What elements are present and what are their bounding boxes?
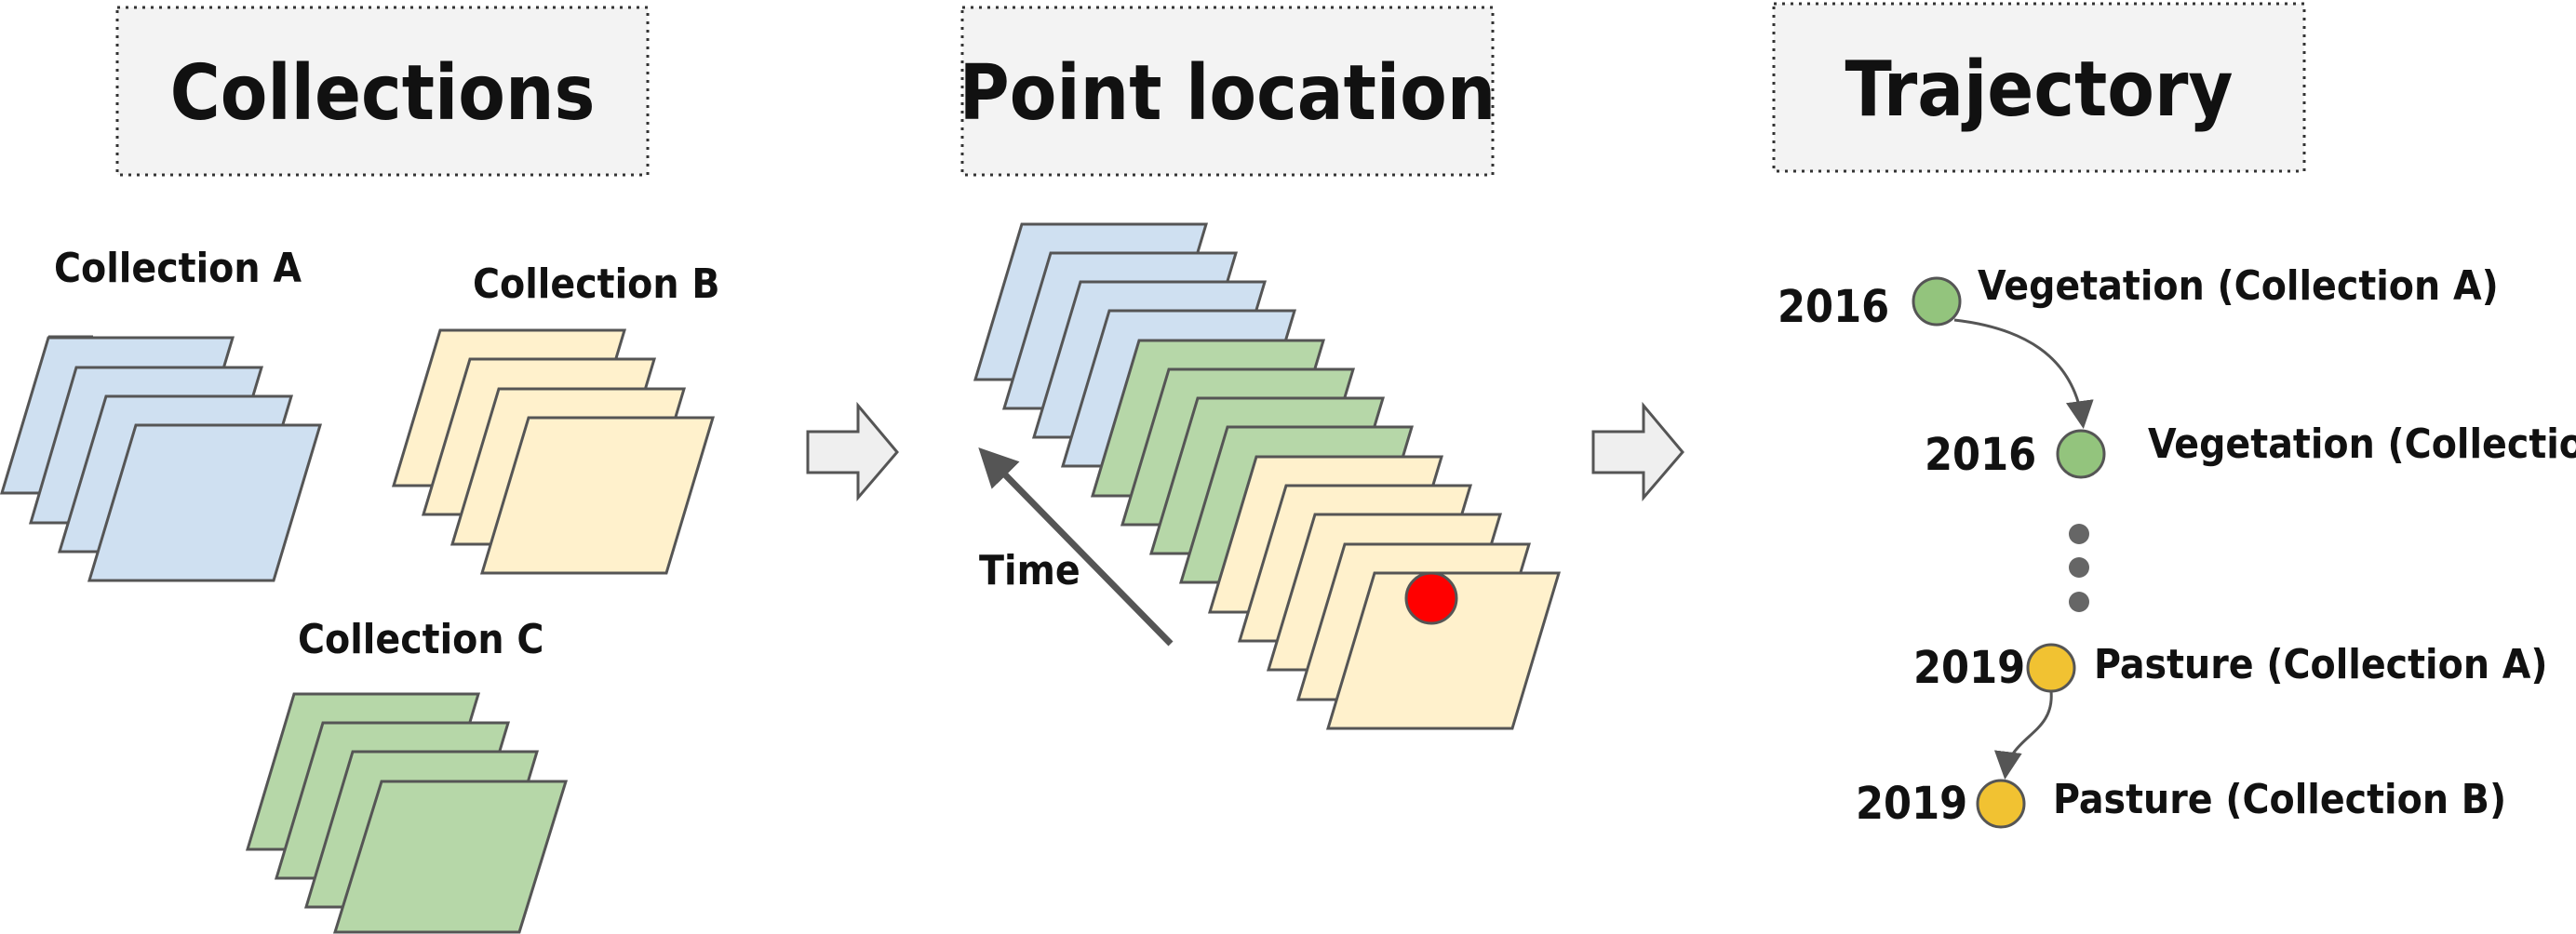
trajectory-node-1 <box>1912 276 1962 327</box>
time-label: Time <box>979 547 1080 594</box>
trajectory-ellipsis <box>2069 524 2089 612</box>
collection-c-label: Collection C <box>298 616 543 663</box>
collection-b-stack <box>391 328 716 575</box>
trajectory-item-3: 2019 Pasture (Collection A) <box>1913 641 2548 694</box>
ellipsis-dot <box>2069 592 2089 612</box>
trajectory-year-4: 2019 <box>1856 778 1967 830</box>
trajectory-item-2: 2016 Vegetation (Collection B) <box>1925 420 2576 481</box>
trajectory-node-4 <box>1976 779 2026 829</box>
point-location-stack <box>973 222 1562 730</box>
title-collections: Collections <box>170 49 596 138</box>
trajectory-year-2: 2016 <box>1925 429 2036 481</box>
trajectory-arrow-2 <box>1993 690 2053 780</box>
trajectory-node-3 <box>2026 643 2076 693</box>
title-box-point-location: Point location <box>959 6 1496 177</box>
block-arrow-1 <box>806 401 899 502</box>
collection-c-stack <box>245 692 569 934</box>
trajectory-node-2 <box>2056 429 2106 479</box>
ellipsis-dot <box>2069 557 2089 578</box>
title-box-trajectory: Trajectory <box>1772 2 2306 173</box>
title-trajectory: Trajectory <box>1845 46 2234 134</box>
collection-c-layer <box>332 780 569 934</box>
title-point-location: Point location <box>959 49 1496 138</box>
title-box-collections: Collections <box>115 6 650 177</box>
trajectory-year-3: 2019 <box>1913 642 2025 694</box>
ellipsis-dot <box>2069 524 2089 544</box>
collection-a-label: Collection A <box>54 245 302 292</box>
collection-b-label: Collection B <box>473 260 719 308</box>
point-location-marker <box>1404 571 1458 625</box>
trajectory-item-1: 2016 Vegetation (Collection A) <box>1778 262 2499 333</box>
collection-b-layer <box>479 416 716 575</box>
time-arrow <box>978 447 1174 647</box>
trajectory-label-4: Pasture (Collection B) <box>2053 776 2506 823</box>
collection-a-stack <box>0 335 323 582</box>
trajectory-label-3: Pasture (Collection A) <box>2094 641 2548 688</box>
trajectory-item-4: 2019 Pasture (Collection B) <box>1856 776 2506 830</box>
time-layer-yellow <box>1325 571 1562 730</box>
collection-a-layer <box>87 423 323 582</box>
trajectory-arrow-1 <box>1953 318 2094 429</box>
trajectory-label-1: Vegetation (Collection A) <box>1978 262 2499 310</box>
block-arrow-2 <box>1591 401 1684 502</box>
trajectory-label-2: Vegetation (Collection B) <box>2148 420 2576 468</box>
trajectory-year-1: 2016 <box>1778 281 1889 333</box>
